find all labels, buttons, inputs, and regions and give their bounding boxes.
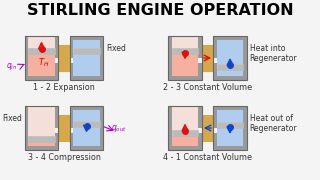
Bar [70,106,73,128]
Text: 4 - 1 Constant Volume: 4 - 1 Constant Volume [163,153,252,162]
Bar [198,58,208,63]
Text: $q_{out}$: $q_{out}$ [111,123,127,134]
Bar [55,36,59,58]
Bar [213,106,247,150]
Text: Fixed: Fixed [2,114,22,123]
Bar [28,106,55,136]
Bar [217,70,243,76]
Bar [73,40,100,48]
Bar [217,40,243,64]
Bar [243,36,247,80]
Bar [73,48,100,53]
Bar [168,146,202,150]
Text: $q_{in}$: $q_{in}$ [6,61,17,72]
Bar [70,36,73,58]
Bar [213,106,217,128]
Bar [198,106,202,128]
Bar [70,133,73,150]
Bar [213,63,217,80]
Bar [213,106,247,110]
Bar [59,45,70,71]
Text: Fixed: Fixed [106,44,126,53]
Bar [59,115,70,141]
Bar [168,106,202,150]
Bar [217,110,243,122]
Bar [55,106,59,128]
Bar [243,106,247,150]
Bar [172,106,198,129]
Bar [213,36,217,58]
Bar [70,146,103,150]
Bar [70,106,103,150]
Bar [55,133,59,150]
Bar [25,146,59,150]
Bar [70,76,103,80]
Bar [28,136,55,141]
Bar [208,128,217,133]
Bar [55,58,64,63]
Bar [217,64,243,70]
Bar [64,128,73,133]
Text: 2 - 3 Constant Volume: 2 - 3 Constant Volume [163,83,252,92]
Bar [73,127,100,146]
Bar [168,36,172,80]
Bar [70,106,103,110]
Bar [73,110,100,120]
Bar [172,136,198,146]
Bar [70,36,103,40]
Bar [25,36,59,80]
Bar [172,53,198,76]
Text: 3 - 4 Compression: 3 - 4 Compression [28,153,100,162]
Bar [28,53,55,76]
Bar [73,120,100,127]
Bar [198,128,208,133]
Text: 1 - 2 Expansion: 1 - 2 Expansion [33,83,95,92]
Bar [64,58,73,63]
Bar [25,36,28,80]
Bar [55,63,59,80]
Bar [217,122,243,128]
Bar [213,76,247,80]
Bar [202,115,213,141]
Bar [208,58,217,63]
Bar [100,36,103,80]
Bar [213,133,217,150]
Bar [55,128,64,133]
Text: $T_H$: $T_H$ [37,56,49,69]
Text: Heat into
Regenerator: Heat into Regenerator [250,44,297,63]
Text: STIRLING ENGINE OPERATION: STIRLING ENGINE OPERATION [27,3,294,18]
Bar [73,53,100,76]
Bar [198,63,202,80]
Bar [172,36,198,48]
Bar [25,106,28,150]
Bar [213,36,247,80]
Bar [25,106,59,150]
Bar [168,76,202,80]
Bar [213,146,247,150]
Bar [202,45,213,71]
Bar [213,36,247,40]
Bar [28,36,55,48]
Bar [100,106,103,150]
Bar [28,48,55,53]
Bar [172,48,198,53]
Bar [217,128,243,146]
Bar [70,36,103,80]
Bar [198,36,202,58]
Bar [168,106,172,150]
Bar [70,63,73,80]
Bar [168,36,202,80]
Bar [172,129,198,136]
Bar [28,141,55,146]
Bar [198,133,202,150]
Bar [25,76,59,80]
Text: Heat out of
Regenerator: Heat out of Regenerator [250,114,297,133]
